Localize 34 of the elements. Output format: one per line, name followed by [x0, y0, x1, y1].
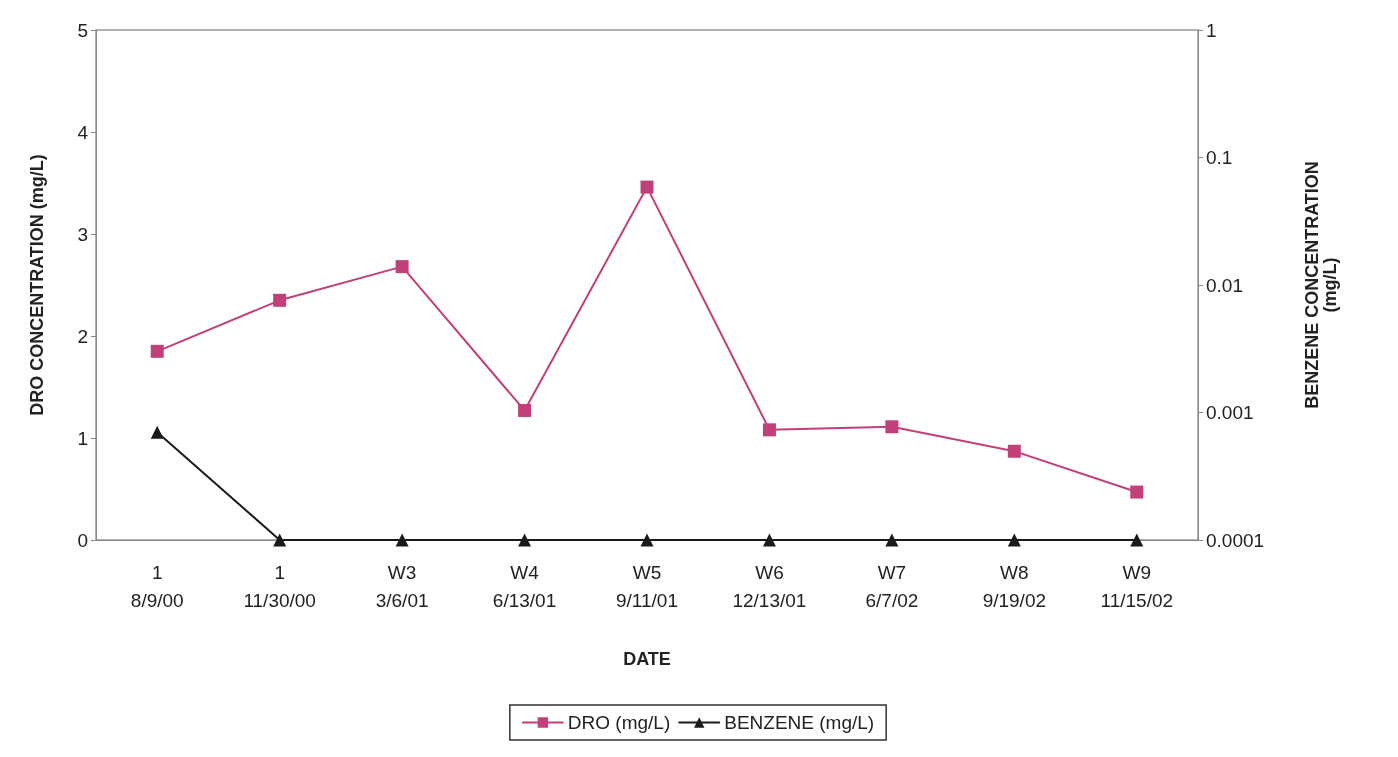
point [395, 260, 409, 274]
y-tick-label: 1 [77, 427, 88, 449]
point [518, 403, 532, 417]
x-tick-label: W7 6/7/02 [865, 561, 919, 611]
point [1007, 444, 1021, 458]
y-tick-label: 5 [77, 19, 88, 41]
point [885, 420, 899, 434]
y-tick-label: 2 [77, 325, 88, 347]
x-tick-label: W5 9/11/01 [616, 561, 678, 611]
x-tick-label: W3 3/6/01 [375, 561, 429, 611]
x-tick-label: W6 12/13/01 [732, 561, 807, 611]
y-axis-title: DRO CONCENTRATION (mg/L) [27, 154, 47, 416]
y2-axis-title: BENZENE CONCENTRATION (mg/L) [1302, 161, 1340, 409]
y-tick-label: 0 [77, 529, 88, 551]
y2-tick-label: 0.1 [1206, 147, 1233, 168]
point [150, 344, 164, 358]
x-tick-label: W9 11/15/02 [1100, 561, 1174, 611]
x-axis-title: DATE [623, 649, 671, 669]
point [1130, 485, 1144, 499]
y2-tick-label: 1 [1206, 19, 1217, 41]
legend-label: BENZENE (mg/L) [724, 712, 875, 733]
y2-tick-label: 0.01 [1206, 274, 1243, 296]
point [273, 293, 287, 307]
x-tick-label: W4 6/13/01 [492, 561, 557, 611]
y2-tick-label: 0.0001 [1206, 529, 1265, 551]
legend-label: DRO (mg/L) [567, 712, 671, 733]
point [762, 423, 776, 437]
y2-tick-label: 0.001 [1206, 402, 1254, 423]
x-tick-label: 1 8/9/00 [130, 561, 184, 611]
x-tick-label: W8 9/19/02 [982, 561, 1047, 611]
point [640, 180, 654, 194]
y-tick-label: 4 [77, 121, 89, 143]
y-tick-label: 3 [77, 223, 88, 245]
x-tick-label: 1 11/30/00 [243, 561, 316, 611]
